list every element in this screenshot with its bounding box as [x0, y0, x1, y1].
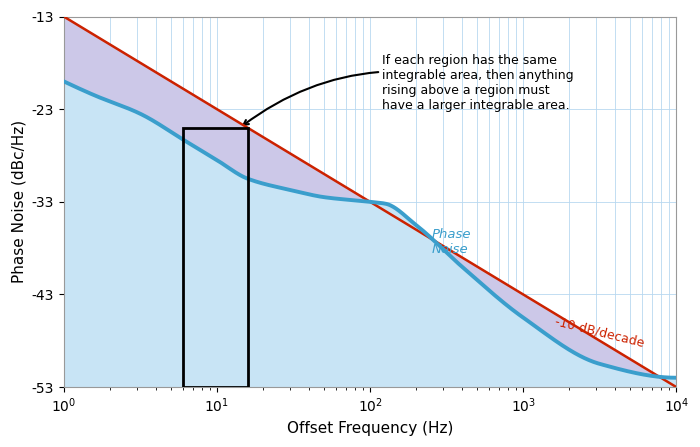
X-axis label: Offset Frequency (Hz): Offset Frequency (Hz) [287, 421, 453, 436]
Text: If each region has the same
integrable area, then anything
rising above a region: If each region has the same integrable a… [244, 54, 574, 125]
Text: -10 dB/decade: -10 dB/decade [554, 315, 645, 350]
Y-axis label: Phase Noise (dBc/Hz): Phase Noise (dBc/Hz) [11, 120, 26, 283]
Text: Phase
Noise: Phase Noise [431, 228, 471, 256]
Bar [183, 128, 248, 387]
